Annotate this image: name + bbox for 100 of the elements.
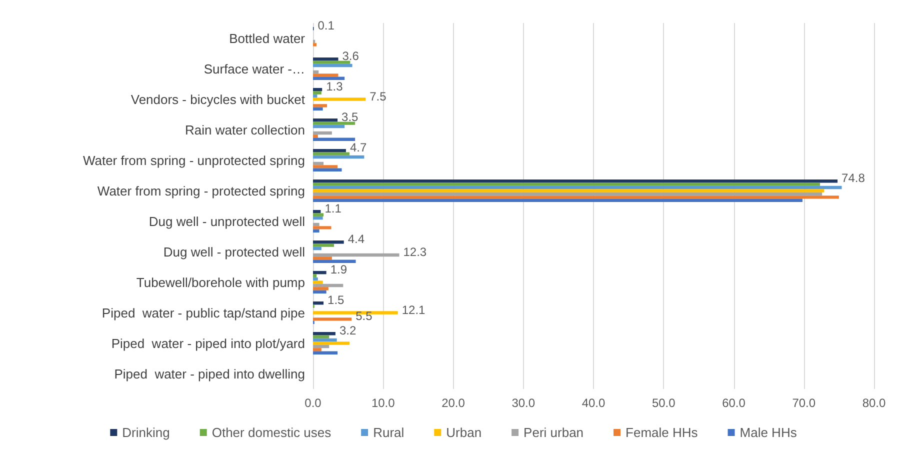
data-label: 1.9 — [330, 262, 348, 277]
bar — [313, 210, 321, 214]
bar — [313, 253, 400, 257]
y-tick-label: Bottled water — [229, 30, 306, 46]
y-tick-label: Tubewell/borehole with pump — [136, 274, 305, 290]
bar — [313, 118, 338, 122]
bar — [313, 186, 842, 190]
bar — [313, 104, 328, 108]
bar — [313, 155, 364, 159]
bar — [313, 270, 326, 274]
bar — [313, 351, 338, 355]
data-label: 12.3 — [403, 244, 427, 259]
y-tick-label: Surface water -… — [204, 61, 305, 76]
bar — [313, 256, 332, 260]
bar — [313, 342, 350, 345]
bar — [313, 335, 330, 338]
bar — [313, 76, 345, 80]
bar — [313, 222, 320, 226]
y-tick-label: Rain water collection — [185, 122, 305, 138]
bar — [313, 280, 323, 284]
data-label: 1.3 — [326, 80, 344, 94]
data-label: 1.5 — [328, 293, 345, 308]
legend-label: Urban — [446, 425, 482, 440]
bar — [313, 216, 323, 220]
bar — [313, 162, 324, 166]
data-label: 3.6 — [342, 49, 360, 64]
x-tick-label: 0.0 — [304, 396, 322, 410]
bar — [313, 240, 344, 244]
bar — [313, 134, 318, 138]
bar — [313, 192, 822, 196]
data-label: 12.1 — [402, 302, 426, 317]
bar — [313, 74, 338, 77]
data-label: 3.2 — [339, 324, 356, 338]
bar — [313, 244, 334, 247]
bar — [313, 152, 350, 156]
bar — [313, 131, 332, 135]
data-label: 3.5 — [342, 110, 359, 124]
legend-label: Female HHs — [626, 425, 698, 440]
bar — [313, 98, 366, 101]
legend-label: Other domestic uses — [212, 425, 332, 440]
bar — [313, 260, 356, 264]
data-label: 74.8 — [842, 171, 866, 186]
y-tick-label: Water from spring - protected spring — [97, 183, 305, 198]
bar — [313, 277, 318, 281]
bar — [313, 179, 838, 183]
bar — [313, 338, 337, 342]
x-tick-label: 30.0 — [512, 396, 536, 410]
bar — [313, 229, 320, 233]
data-label: 4.7 — [350, 140, 367, 155]
bar — [313, 301, 324, 305]
bar — [313, 344, 330, 348]
bar — [313, 148, 346, 152]
bar — [313, 198, 802, 202]
data-label: 7.5 — [370, 89, 387, 104]
x-tick-label: 40.0 — [582, 396, 606, 410]
bar — [313, 124, 345, 128]
bar — [313, 64, 352, 68]
data-label: 4.4 — [348, 232, 365, 246]
bar — [313, 168, 342, 172]
bar — [313, 284, 344, 288]
bar — [313, 196, 839, 199]
y-tick-label: Piped water - piped into dwelling — [114, 366, 305, 382]
legend-label: Male HHs — [740, 425, 798, 440]
bar — [313, 91, 322, 94]
y-tick-label: Piped water - public tap/stand pipe — [102, 305, 305, 320]
y-tick-label: Vendors - bicycles with bucket — [130, 92, 306, 107]
y-tick-label: Water from spring - unprotected spring — [82, 152, 305, 168]
x-tick-label: 10.0 — [371, 396, 396, 410]
y-tick-label: Dug well - protected well — [163, 244, 306, 260]
bar — [313, 332, 336, 336]
bar — [313, 70, 319, 74]
bar — [313, 213, 324, 216]
legend-label: Drinking — [122, 425, 170, 440]
bar — [313, 226, 332, 230]
x-tick-label: 20.0 — [442, 396, 466, 410]
data-label: 0.1 — [318, 18, 335, 33]
legend-label: Peri urban — [524, 425, 584, 440]
bar — [313, 274, 317, 278]
bar — [313, 43, 317, 46]
bar — [313, 107, 323, 111]
bar — [313, 60, 350, 64]
bar — [313, 122, 356, 125]
y-tick-label: Dug well - unprotected well — [148, 214, 306, 229]
data-label: 1.1 — [324, 202, 342, 216]
bar — [313, 290, 326, 294]
bar — [313, 348, 322, 352]
x-tick-label: 80.0 — [862, 396, 886, 410]
bar — [313, 88, 322, 92]
bar — [313, 165, 338, 168]
bar — [313, 318, 352, 321]
bar — [313, 189, 824, 192]
bar — [313, 57, 338, 61]
bar — [313, 182, 820, 186]
legend-label: Rural — [373, 425, 404, 440]
y-tick-label: Piped water - piped into plot/yard — [111, 336, 305, 351]
bar — [313, 138, 356, 142]
bar — [313, 287, 328, 290]
x-tick-label: 50.0 — [652, 396, 676, 410]
x-tick-label: 60.0 — [722, 396, 746, 410]
bar — [313, 246, 322, 250]
